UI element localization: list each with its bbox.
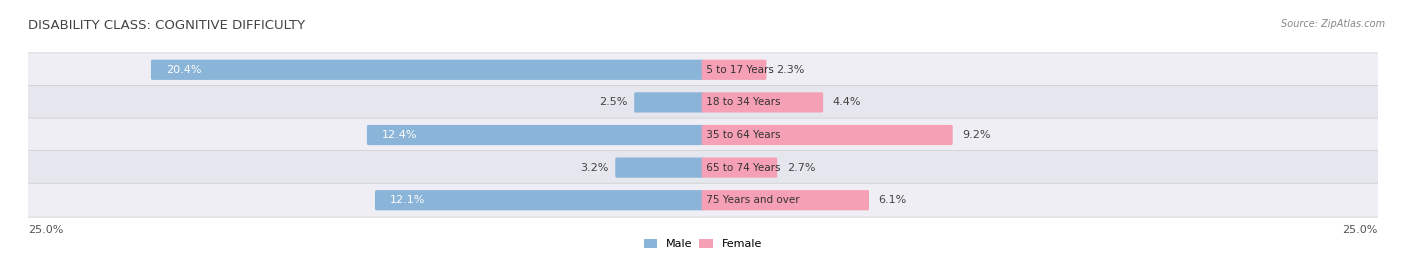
FancyBboxPatch shape xyxy=(28,118,1378,152)
FancyBboxPatch shape xyxy=(702,157,778,178)
Text: 5 to 17 Years: 5 to 17 Years xyxy=(703,65,773,75)
FancyBboxPatch shape xyxy=(367,125,704,145)
Text: 3.2%: 3.2% xyxy=(581,163,609,173)
FancyBboxPatch shape xyxy=(634,92,704,113)
Text: 2.3%: 2.3% xyxy=(776,65,804,75)
Text: 2.7%: 2.7% xyxy=(787,163,815,173)
Text: 6.1%: 6.1% xyxy=(879,195,907,205)
Text: 9.2%: 9.2% xyxy=(962,130,991,140)
FancyBboxPatch shape xyxy=(702,125,953,145)
Text: Source: ZipAtlas.com: Source: ZipAtlas.com xyxy=(1281,19,1385,29)
FancyBboxPatch shape xyxy=(375,190,704,210)
FancyBboxPatch shape xyxy=(28,183,1378,217)
Text: 12.4%: 12.4% xyxy=(382,130,418,140)
FancyBboxPatch shape xyxy=(702,92,823,113)
FancyBboxPatch shape xyxy=(150,60,704,80)
Text: DISABILITY CLASS: COGNITIVE DIFFICULTY: DISABILITY CLASS: COGNITIVE DIFFICULTY xyxy=(28,19,305,32)
Text: 2.5%: 2.5% xyxy=(599,97,627,107)
Text: 12.1%: 12.1% xyxy=(389,195,425,205)
Text: 35 to 64 Years: 35 to 64 Years xyxy=(703,130,780,140)
FancyBboxPatch shape xyxy=(28,53,1378,87)
Legend: Male, Female: Male, Female xyxy=(640,235,766,254)
Text: 4.4%: 4.4% xyxy=(832,97,860,107)
FancyBboxPatch shape xyxy=(28,151,1378,185)
Text: 18 to 34 Years: 18 to 34 Years xyxy=(703,97,780,107)
FancyBboxPatch shape xyxy=(702,190,869,210)
Text: 20.4%: 20.4% xyxy=(166,65,201,75)
Text: 75 Years and over: 75 Years and over xyxy=(703,195,800,205)
Text: 25.0%: 25.0% xyxy=(1343,225,1378,235)
FancyBboxPatch shape xyxy=(702,60,766,80)
FancyBboxPatch shape xyxy=(28,85,1378,119)
Text: 25.0%: 25.0% xyxy=(28,225,63,235)
Text: 65 to 74 Years: 65 to 74 Years xyxy=(703,163,780,173)
FancyBboxPatch shape xyxy=(616,157,704,178)
